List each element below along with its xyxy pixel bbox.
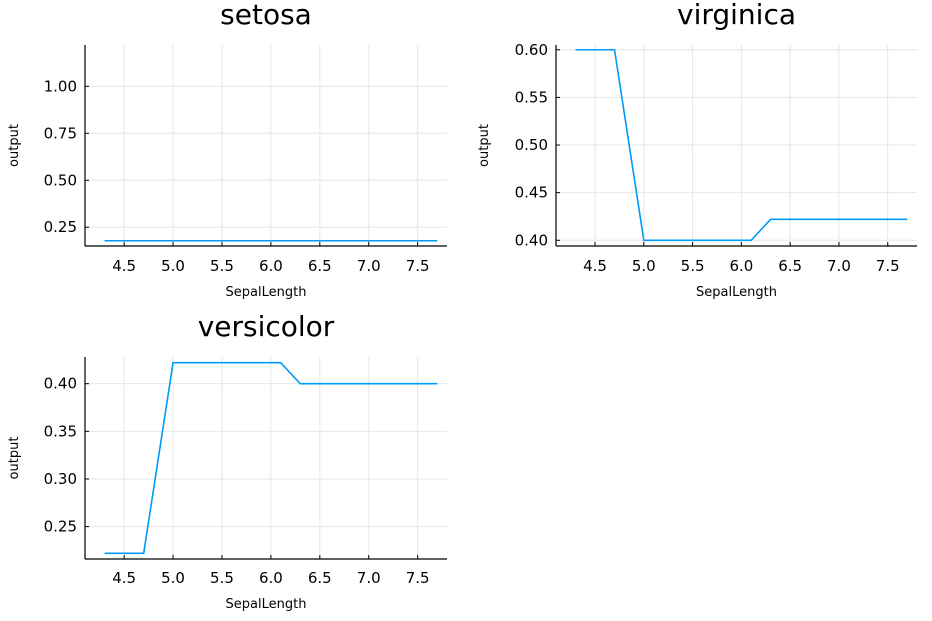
series-line [575, 48, 908, 242]
x-tick-label: 6.0 [259, 569, 283, 587]
series-line [104, 361, 438, 555]
y-axis-label: output [7, 124, 22, 167]
x-tick-label: 5.0 [161, 257, 185, 275]
y-tick-label: 1.00 [44, 77, 77, 95]
x-tick-label: 6.5 [778, 257, 802, 275]
x-tick-label: 6.0 [259, 257, 283, 275]
y-tick-label: 0.30 [44, 470, 77, 488]
y-tick-label: 0.40 [515, 231, 548, 249]
chart-title: versicolor [198, 310, 335, 343]
x-axis-label: SepalLength [226, 597, 307, 612]
x-tick-label: 5.5 [210, 569, 234, 587]
data-point [104, 240, 106, 242]
data-point [575, 49, 577, 51]
x-tick-label: 6.0 [729, 257, 753, 275]
y-tick-label: 0.25 [44, 218, 77, 236]
y-tick-label: 0.50 [515, 136, 548, 154]
data-point [280, 362, 282, 364]
y-tick-label: 0.50 [44, 171, 77, 189]
data-point [172, 362, 174, 364]
y-tick-label: 0.25 [44, 518, 77, 536]
x-tick-label: 5.5 [681, 257, 705, 275]
data-point [299, 383, 301, 385]
data-point [104, 552, 106, 554]
x-tick-label: 6.5 [308, 569, 332, 587]
x-tick-label: 6.5 [308, 257, 332, 275]
y-tick-label: 0.55 [515, 88, 548, 106]
x-tick-label: 5.5 [210, 257, 234, 275]
x-tick-label: 7.5 [406, 257, 430, 275]
y-tick-label: 0.35 [44, 422, 77, 440]
y-axis-label: output [7, 437, 22, 480]
data-point [906, 219, 908, 221]
x-tick-label: 7.5 [876, 257, 900, 275]
chart-title: setosa [220, 0, 312, 31]
x-tick-label: 7.0 [827, 257, 851, 275]
x-tick-label: 7.0 [357, 257, 381, 275]
x-tick-label: 5.0 [161, 569, 185, 587]
x-axis-label: SepalLength [226, 285, 307, 300]
y-tick-label: 0.60 [515, 41, 548, 59]
x-tick-label: 7.0 [357, 569, 381, 587]
data-point [614, 49, 616, 51]
data-point [143, 552, 145, 554]
x-tick-label: 4.5 [112, 569, 136, 587]
x-tick-label: 7.5 [406, 569, 430, 587]
x-tick-label: 5.0 [632, 257, 656, 275]
panel-setosa: 4.5 5.0 5.5 6.0 6.5 7.0 7.5 0.25 0.50 0.75 1.00 set… [7, 0, 447, 300]
data-point [436, 240, 438, 242]
y-tick-label: 0.75 [44, 124, 77, 142]
x-tick-label: 4.5 [583, 257, 607, 275]
y-axis-label: output [477, 124, 492, 167]
panel-versicolor: 4.5 5.0 5.5 6.0 6.5 7.0 7.5 0.25 0.30 0.35 0.40 ver… [7, 310, 447, 612]
data-point [436, 383, 438, 385]
data-point [750, 239, 752, 241]
data-point [770, 219, 772, 221]
data-point [643, 239, 645, 241]
x-tick-label: 4.5 [112, 257, 136, 275]
panel-virginica: 4.5 5.0 5.5 6.0 6.5 7.0 7.5 0.40 0.45 0.50 0.55 0.6… [477, 0, 917, 300]
chart-title: virginica [677, 0, 796, 31]
y-tick-label: 0.40 [44, 375, 77, 393]
x-axis-label: SepalLength [696, 285, 777, 300]
y-tick-label: 0.45 [515, 184, 548, 202]
